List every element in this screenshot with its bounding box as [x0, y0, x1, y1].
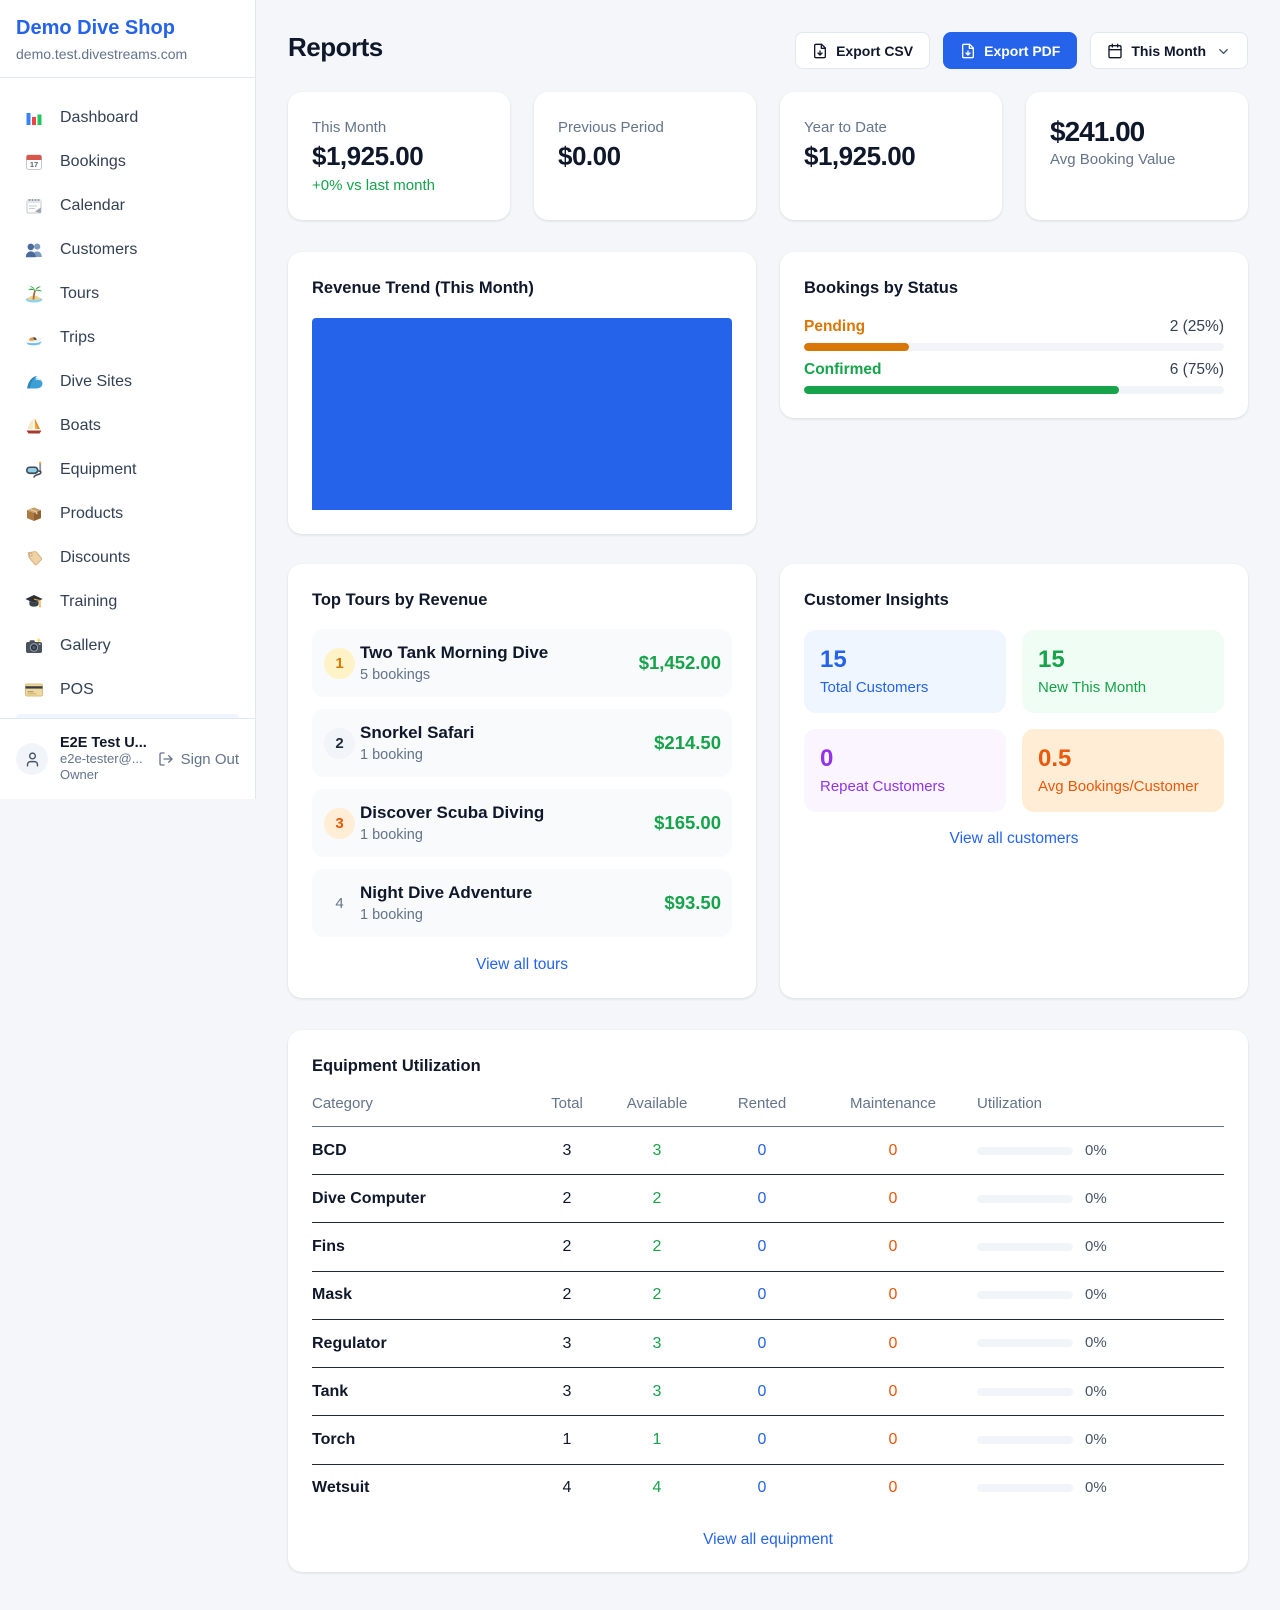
- svg-text:17: 17: [30, 160, 38, 169]
